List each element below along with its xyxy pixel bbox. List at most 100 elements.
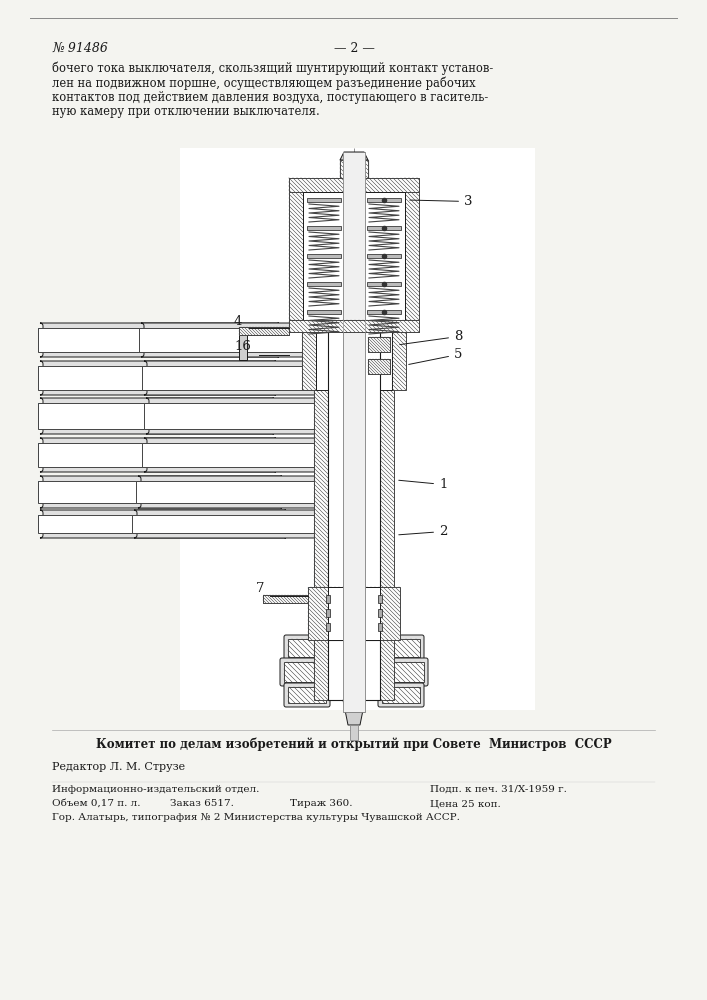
Bar	[288, 639, 326, 657]
Bar	[38, 481, 284, 503]
Text: Комитет по делам изобретений и открытий при Совете  Министров  СССР: Комитет по делам изобретений и открытий …	[96, 738, 612, 751]
Bar	[289, 178, 419, 192]
Bar	[405, 178, 419, 320]
FancyBboxPatch shape	[141, 323, 380, 357]
Bar	[180, 148, 535, 710]
FancyBboxPatch shape	[284, 635, 330, 661]
Bar	[289, 178, 303, 320]
Bar	[136, 481, 382, 503]
Bar	[139, 328, 382, 352]
Bar	[392, 332, 406, 390]
Bar	[144, 403, 382, 429]
FancyBboxPatch shape	[40, 323, 279, 357]
Bar	[368, 359, 390, 374]
Bar	[382, 687, 420, 703]
FancyBboxPatch shape	[40, 361, 276, 395]
Text: 5: 5	[409, 348, 462, 364]
Bar	[368, 337, 390, 352]
Bar	[380, 640, 394, 700]
Bar	[239, 327, 289, 335]
Bar	[38, 328, 281, 352]
Bar	[314, 640, 328, 700]
Bar	[38, 515, 288, 533]
Bar	[405, 178, 419, 320]
Text: Тираж 360.: Тираж 360.	[290, 799, 353, 808]
Text: 2: 2	[399, 525, 448, 538]
Bar	[380, 310, 394, 590]
Bar	[382, 662, 424, 682]
Bar	[378, 623, 382, 631]
Bar	[340, 160, 346, 178]
Text: 7: 7	[256, 582, 264, 595]
Bar	[38, 481, 284, 503]
FancyBboxPatch shape	[146, 398, 380, 434]
FancyBboxPatch shape	[144, 361, 380, 395]
Bar	[284, 662, 326, 682]
Bar	[139, 328, 382, 352]
Text: Информационно-издательский отдел.: Информационно-издательский отдел.	[52, 785, 259, 794]
Bar	[380, 640, 394, 700]
FancyBboxPatch shape	[134, 510, 380, 538]
Polygon shape	[343, 700, 365, 725]
Bar	[328, 310, 380, 590]
Bar	[328, 587, 380, 640]
Bar	[239, 327, 289, 335]
Bar	[142, 366, 382, 390]
Text: 16: 16	[234, 340, 251, 353]
FancyBboxPatch shape	[40, 438, 276, 472]
Bar	[289, 178, 303, 320]
Text: 3: 3	[410, 195, 472, 208]
Bar	[307, 310, 341, 314]
Bar	[132, 515, 382, 533]
Bar	[308, 587, 400, 640]
Bar	[144, 403, 382, 429]
Bar	[316, 332, 392, 390]
Bar	[367, 282, 401, 286]
Bar	[288, 687, 326, 703]
Bar	[38, 443, 278, 467]
Bar	[367, 310, 401, 314]
Text: ную камеру при отключении выключателя.: ную камеру при отключении выключателя.	[52, 105, 320, 118]
Bar	[378, 595, 382, 603]
Bar	[314, 640, 328, 700]
Text: Подп. к печ. 31/X-1959 г.: Подп. к печ. 31/X-1959 г.	[430, 785, 567, 794]
Bar	[38, 443, 278, 467]
Bar	[380, 310, 394, 590]
Bar	[38, 515, 288, 533]
Bar	[263, 595, 308, 603]
Bar	[307, 282, 341, 286]
Bar	[263, 595, 308, 603]
Bar	[142, 443, 382, 467]
FancyBboxPatch shape	[378, 635, 424, 661]
Bar	[239, 335, 247, 360]
Bar	[382, 662, 424, 682]
Text: Объем 0,17 п. л.: Объем 0,17 п. л.	[52, 799, 141, 808]
Bar	[38, 403, 276, 429]
Bar	[326, 623, 330, 631]
Bar	[340, 160, 368, 178]
Bar	[308, 587, 400, 640]
Bar	[362, 160, 368, 178]
Text: контактов под действием давления воздуха, поступающего в гаситель-: контактов под действием давления воздуха…	[52, 91, 489, 104]
Bar	[326, 609, 330, 617]
Text: № 91486: № 91486	[52, 42, 108, 55]
Text: — 2 —: — 2 —	[334, 42, 375, 55]
Bar	[289, 320, 419, 332]
Bar	[382, 639, 420, 657]
Bar	[328, 640, 380, 700]
Bar	[314, 310, 328, 590]
Bar	[367, 226, 401, 230]
Bar	[368, 337, 390, 352]
Polygon shape	[340, 152, 368, 160]
Bar	[307, 198, 341, 202]
Bar	[38, 403, 276, 429]
Bar	[350, 725, 358, 740]
Bar	[307, 254, 341, 258]
Text: Заказ 6517.: Заказ 6517.	[170, 799, 234, 808]
FancyBboxPatch shape	[284, 683, 330, 707]
Bar	[142, 366, 382, 390]
FancyBboxPatch shape	[378, 683, 424, 707]
Bar	[314, 310, 328, 590]
Bar	[367, 198, 401, 202]
FancyBboxPatch shape	[40, 510, 286, 538]
